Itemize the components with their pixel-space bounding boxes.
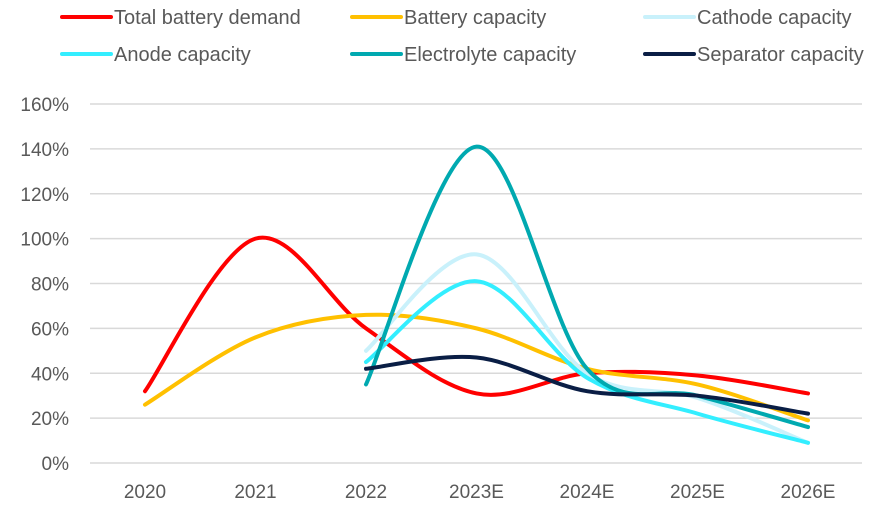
legend-label: Battery capacity [404,7,546,29]
x-tick-label: 2020 [124,482,166,503]
legend-label: Cathode capacity [697,7,852,29]
gridlines [90,103,862,464]
legend-label: Separator capacity [697,44,864,66]
legend-item-separator-capacity: Separator capacity [643,44,864,66]
series-line-anode-capacity [364,279,810,445]
y-tick-label: 0% [42,454,70,475]
legend-label: Anode capacity [114,44,251,66]
legend-item-anode-capacity: Anode capacity [60,44,251,66]
x-tick-label: 2026E [781,482,836,503]
legend-label: Total battery demand [114,7,301,29]
x-tick-label: 2022 [345,482,387,503]
series-line-electrolyte-capacity [364,144,810,430]
series-total-battery-demand [143,235,810,397]
x-axis-tick-labels: 2020 2021 2022 2023E 2024E 2025E 2026E [124,482,836,503]
y-tick-label: 40% [31,364,69,385]
x-tick-label: 2024E [560,482,615,503]
legend-item-battery-capacity: Battery capacity [350,7,546,29]
legend-label: Electrolyte capacity [404,44,576,66]
y-tick-label: 140% [20,140,69,161]
series-battery-capacity [143,312,810,423]
legend: Total battery demand Battery capacity Cath… [60,7,864,66]
series-lines [143,144,810,445]
series-line-cathode-capacity [364,252,810,445]
y-tick-label: 80% [31,275,69,296]
y-tick-label: 60% [31,319,69,340]
series-anode-capacity [364,279,810,445]
legend-item-cathode-capacity: Cathode capacity [643,7,852,29]
series-electrolyte-capacity [364,144,810,430]
series-line-total-battery-demand [143,235,810,397]
y-tick-label: 100% [20,230,69,251]
x-tick-label: 2025E [670,482,725,503]
series-line-battery-capacity [143,312,810,423]
series-separator-capacity [364,354,810,416]
series-cathode-capacity [364,252,810,445]
y-axis-tick-labels: 0% 20% 40% 60% 80% 100% 120% 140% 160% [20,95,69,475]
x-tick-label: 2021 [234,482,276,503]
y-tick-label: 120% [20,185,69,206]
x-tick-label: 2023E [449,482,504,503]
y-tick-label: 160% [20,95,69,116]
series-line-separator-capacity [364,354,810,416]
legend-item-total-battery-demand: Total battery demand [60,7,301,29]
legend-item-electrolyte-capacity: Electrolyte capacity [350,44,576,66]
y-tick-label: 20% [31,409,69,430]
